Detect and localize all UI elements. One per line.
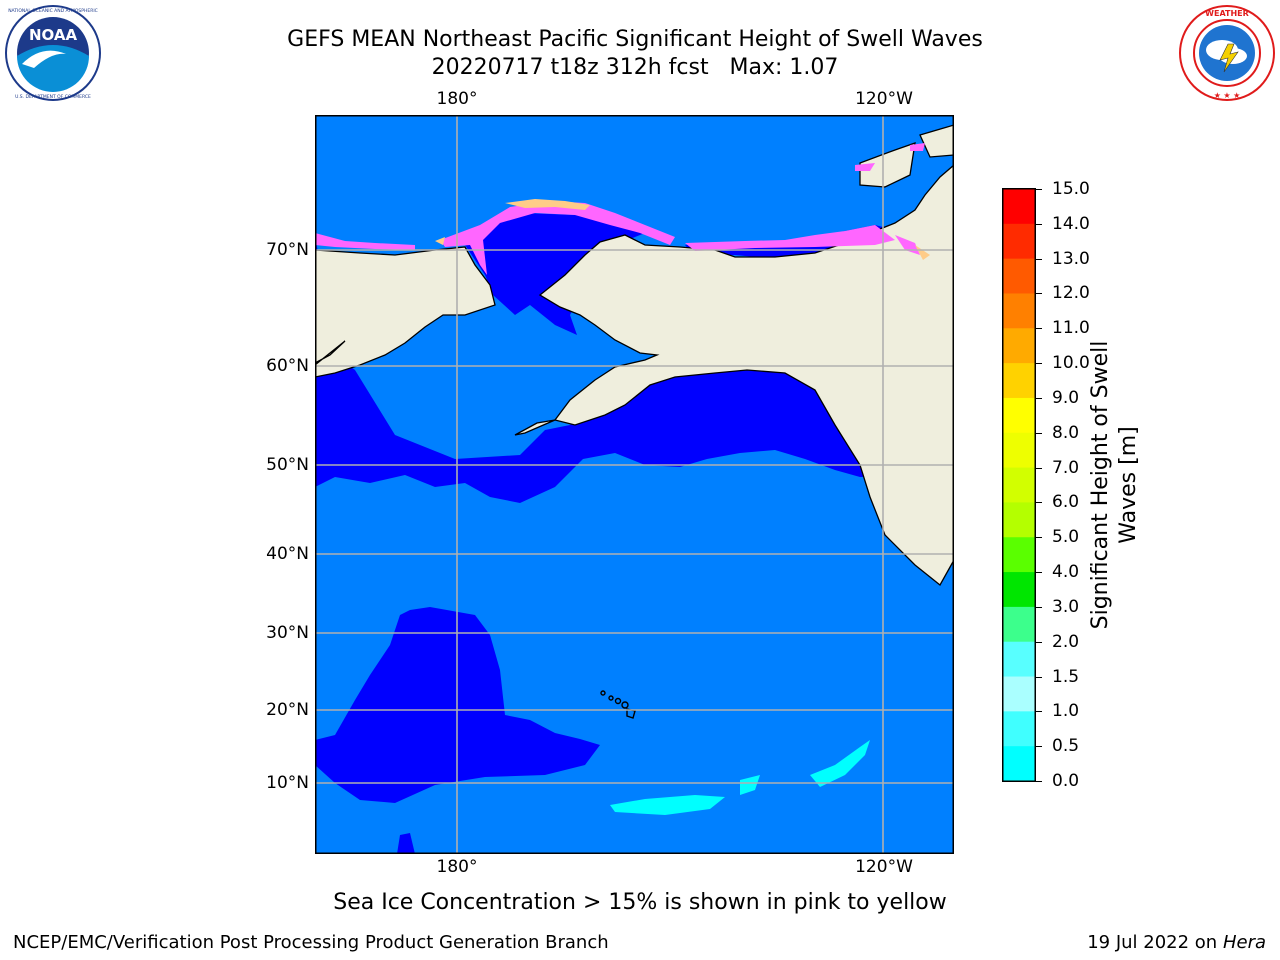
lon-label-bottom-120w: 120°W — [855, 857, 913, 877]
colorbar-segment — [1003, 293, 1035, 329]
colorbar-tick-mark — [1036, 223, 1042, 225]
colorbar-segment — [1003, 189, 1035, 225]
svg-text:NATIONAL OCEANIC AND ATMOSPHER: NATIONAL OCEANIC AND ATMOSPHERIC — [8, 8, 98, 14]
colorbar-segment — [1003, 572, 1035, 608]
colorbar-tick-mark — [1036, 502, 1042, 504]
colorbar-tick-mark — [1036, 467, 1042, 469]
colorbar-tick-mark — [1036, 711, 1042, 713]
colorbar-segment — [1003, 606, 1035, 643]
colorbar-tick-mark — [1036, 746, 1042, 748]
colorbar-tick-label: 11.0 — [1052, 318, 1090, 339]
colorbar-tick-mark — [1036, 328, 1042, 330]
colorbar-tick-label: 14.0 — [1052, 213, 1090, 234]
colorbar-segment — [1003, 641, 1035, 678]
colorbar-tick-label: 13.0 — [1052, 248, 1090, 269]
colorbar-tick-mark — [1036, 572, 1042, 574]
ocean-swell-0-0.5-blob — [397, 833, 415, 854]
colorbar-tick-label: 15.0 — [1052, 179, 1090, 199]
colorbar-tick-label: 2.0 — [1052, 631, 1080, 652]
colorbar-segment — [1003, 258, 1035, 294]
sea-ice-footnote: Sea Ice Concentration > 15% is shown in … — [333, 890, 947, 915]
ocean-swell-1.0-1.5-c — [810, 740, 870, 787]
chart-subtitle: 20220717 t18z 312h fcst Max: 1.07 — [431, 55, 839, 80]
colorbar-tick-mark — [1036, 606, 1042, 608]
ocean-swell-1.0-1.5-b — [740, 775, 760, 795]
colorbar-segment — [1003, 223, 1035, 260]
colorbar-tick-mark — [1036, 363, 1042, 365]
lon-label-top-120w: 120°W — [855, 89, 913, 109]
ocean-swell-0-0.5-north — [315, 235, 875, 503]
colorbar-tick-label: 6.0 — [1052, 492, 1080, 513]
lat-label-50n: 50°N — [266, 455, 309, 475]
sea-ice-edge — [435, 199, 930, 260]
colorbar-tick-mark — [1036, 397, 1042, 399]
colorbar-tick-label: 10.0 — [1052, 353, 1090, 374]
svg-text:WEATHER: WEATHER — [1205, 9, 1249, 18]
svg-text:NOAA: NOAA — [29, 26, 78, 44]
colorbar-tick-label: 4.0 — [1052, 562, 1080, 583]
colorbar-tick-mark — [1036, 641, 1042, 643]
map-panel — [315, 115, 954, 854]
lon-label-top-180: 180° — [436, 89, 478, 109]
land — [315, 124, 954, 586]
colorbar-segment — [1003, 502, 1035, 538]
colorbar-segment — [1003, 397, 1035, 434]
lat-label-60n: 60°N — [266, 356, 309, 376]
colorbar-tick-label: 3.0 — [1052, 596, 1080, 617]
colorbar-segment — [1003, 537, 1035, 573]
run-date: 19 Jul 2022 on Hera — [1087, 932, 1266, 953]
colorbar-label: Significant Height of Swell Waves [m] — [1088, 340, 1141, 630]
ocean-swell-1.0-1.5-a — [610, 795, 725, 815]
colorbar-tick-label: 9.0 — [1052, 387, 1080, 408]
noaa-logo: NOAA NATIONAL OCEANIC AND ATMOSPHERIC U.… — [5, 5, 101, 101]
graticule — [315, 115, 954, 854]
colorbar-tick-mark — [1036, 293, 1042, 295]
lat-label-20n: 20°N — [266, 700, 309, 720]
colorbar-tick-mark — [1036, 537, 1042, 539]
colorbar-tick-label: 5.0 — [1052, 527, 1080, 548]
lat-label-70n: 70°N — [266, 240, 309, 260]
colorbar-tick-label: 7.0 — [1052, 457, 1080, 478]
nws-logo: WEATHER ★ ★ ★ — [1179, 5, 1275, 101]
colorbar-tick-label: 1.5 — [1052, 666, 1080, 687]
credit-line: NCEP/EMC/Verification Post Processing Pr… — [13, 932, 609, 953]
colorbar-tick-mark — [1036, 258, 1042, 260]
colorbar-tick-mark — [1036, 676, 1042, 678]
colorbar-segment — [1003, 676, 1035, 712]
colorbar-tick-mark — [1036, 189, 1042, 190]
colorbar-segment — [1003, 432, 1035, 469]
lat-label-40n: 40°N — [266, 544, 309, 564]
colorbar-tick-label: 12.0 — [1052, 283, 1090, 304]
lat-label-10n: 10°N — [266, 773, 309, 793]
colorbar-tick-label: 8.0 — [1052, 422, 1080, 443]
colorbar-tick-label: 0.5 — [1052, 736, 1080, 757]
svg-text:★ ★ ★: ★ ★ ★ — [1214, 91, 1241, 100]
colorbar-segment — [1003, 328, 1035, 364]
svg-text:U.S. DEPARTMENT OF COMMERCE: U.S. DEPARTMENT OF COMMERCE — [15, 94, 91, 100]
colorbar-segment — [1003, 746, 1035, 782]
colorbar-segment — [1003, 467, 1035, 503]
host-name: Hera — [1222, 932, 1266, 953]
run-date-text: 19 Jul 2022 on — [1087, 932, 1218, 953]
chart-title: GEFS MEAN Northeast Pacific Significant … — [287, 27, 983, 52]
colorbar-tick-mark — [1036, 781, 1042, 782]
lon-label-bottom-180: 180° — [436, 857, 478, 877]
colorbar-segment — [1003, 363, 1035, 399]
colorbar-tick-label: 0.0 — [1052, 771, 1080, 791]
colorbar-tick-label: 1.0 — [1052, 701, 1080, 722]
lat-label-30n: 30°N — [266, 623, 309, 643]
colorbar-segment — [1003, 711, 1035, 747]
colorbar — [1002, 188, 1036, 782]
colorbar-tick-mark — [1036, 432, 1042, 434]
